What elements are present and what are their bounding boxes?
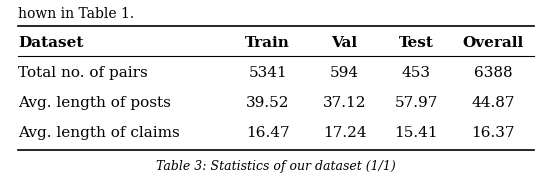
- Text: Overall: Overall: [463, 36, 523, 50]
- Text: 16.47: 16.47: [246, 126, 290, 140]
- Text: 39.52: 39.52: [246, 96, 289, 110]
- Text: 44.87: 44.87: [471, 96, 514, 110]
- Text: Table 3: Statistics of our dataset (1/1): Table 3: Statistics of our dataset (1/1): [156, 160, 396, 173]
- Text: Dataset: Dataset: [18, 36, 83, 50]
- Text: 6388: 6388: [474, 66, 512, 80]
- Text: 15.41: 15.41: [394, 126, 438, 140]
- Text: Avg. length of posts: Avg. length of posts: [18, 96, 171, 110]
- Text: 57.97: 57.97: [394, 96, 438, 110]
- Text: 16.37: 16.37: [471, 126, 514, 140]
- Text: 5341: 5341: [248, 66, 287, 80]
- Text: 453: 453: [401, 66, 431, 80]
- Text: 37.12: 37.12: [323, 96, 367, 110]
- Text: Val: Val: [332, 36, 358, 50]
- Text: Avg. length of claims: Avg. length of claims: [18, 126, 179, 140]
- Text: hown in Table 1.: hown in Table 1.: [18, 7, 134, 21]
- Text: 594: 594: [330, 66, 359, 80]
- Text: 17.24: 17.24: [323, 126, 367, 140]
- Text: Train: Train: [245, 36, 290, 50]
- Text: Total no. of pairs: Total no. of pairs: [18, 66, 147, 80]
- Text: Test: Test: [399, 36, 433, 50]
